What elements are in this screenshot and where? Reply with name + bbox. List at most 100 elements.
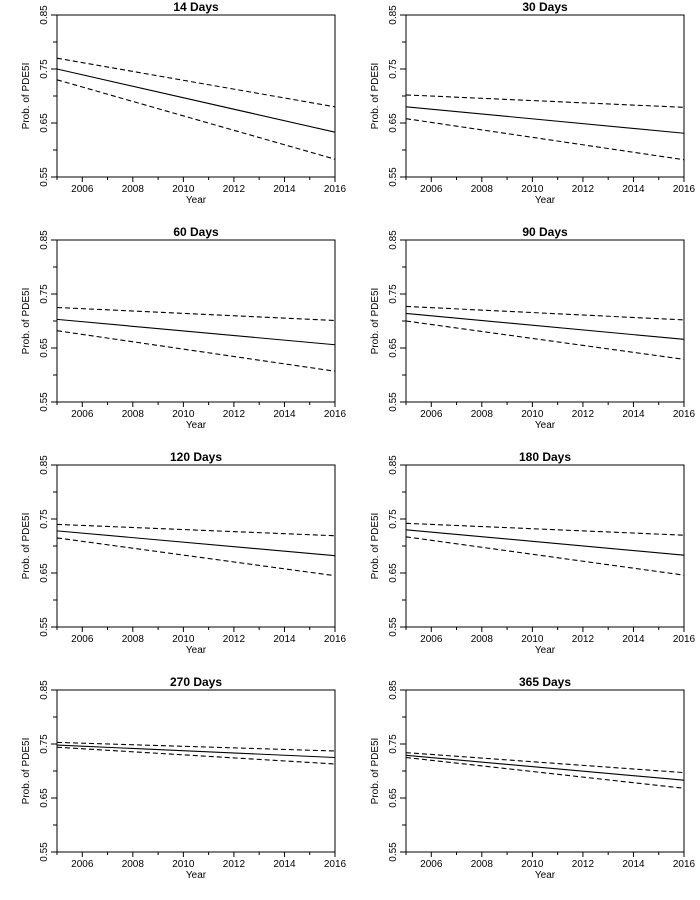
upper-ci-line bbox=[405, 752, 685, 774]
plot-frame bbox=[56, 464, 336, 628]
x-tick-label: 2014 bbox=[273, 859, 296, 870]
chart-title: 60 Days bbox=[173, 225, 219, 239]
y-tick-label: 0.75 bbox=[39, 59, 50, 79]
x-tick-label: 2010 bbox=[521, 184, 544, 195]
y-tick-label: 0.65 bbox=[39, 563, 50, 583]
x-tick-label: 2008 bbox=[471, 634, 494, 645]
chart-panel: 180 Days 2006 2008 2010 2012 2014 2016 0.55 0.65… bbox=[370, 450, 696, 656]
x-tick-label: 2008 bbox=[122, 184, 145, 195]
lower-ci-line bbox=[405, 320, 685, 360]
x-axis-label: Year bbox=[186, 420, 207, 431]
x-axis-label: Year bbox=[186, 645, 207, 656]
y-tick-label: 0.65 bbox=[388, 563, 399, 583]
x-tick-label: 2016 bbox=[324, 184, 347, 195]
y-tick-label: 0.55 bbox=[388, 167, 399, 187]
x-tick-label: 2012 bbox=[223, 859, 246, 870]
y-tick-label: 0.55 bbox=[39, 167, 50, 187]
x-tick-label: 2010 bbox=[521, 859, 544, 870]
upper-ci-line bbox=[405, 522, 685, 536]
chart-panel: 270 Days 2006 2008 2010 2012 2014 2016 0.55 0.65… bbox=[21, 675, 347, 881]
estimate-line bbox=[405, 106, 685, 134]
y-axis-label: Prob. of PDE5I bbox=[370, 288, 381, 355]
y-tick-label: 0.75 bbox=[39, 509, 50, 529]
chart-title: 180 Days bbox=[519, 450, 571, 464]
y-tick-label: 0.75 bbox=[388, 284, 399, 304]
y-tick-label: 0.85 bbox=[388, 5, 399, 25]
x-tick-label: 2008 bbox=[122, 409, 145, 420]
chart-title: 120 Days bbox=[170, 450, 222, 464]
lower-ci-line bbox=[405, 536, 685, 576]
chart-panel: 365 Days 2006 2008 2010 2012 2014 2016 0.55 0.65… bbox=[370, 675, 696, 881]
y-tick-label: 0.85 bbox=[39, 455, 50, 475]
x-tick-label: 2012 bbox=[572, 184, 595, 195]
y-tick-label: 0.85 bbox=[388, 680, 399, 700]
y-tick-label: 0.85 bbox=[388, 455, 399, 475]
y-tick-label: 0.65 bbox=[39, 788, 50, 808]
x-tick-label: 2012 bbox=[223, 184, 246, 195]
chart-title: 14 Days bbox=[173, 0, 219, 14]
x-tick-label: 2012 bbox=[223, 409, 246, 420]
x-tick-label: 2010 bbox=[172, 409, 195, 420]
x-tick-label: 2012 bbox=[572, 634, 595, 645]
x-tick-label: 2016 bbox=[673, 859, 696, 870]
x-tick-label: 2008 bbox=[471, 409, 494, 420]
x-tick-label: 2008 bbox=[122, 859, 145, 870]
y-tick-label: 0.85 bbox=[39, 230, 50, 250]
chart-panel: 120 Days 2006 2008 2010 2012 2014 2016 0.55 0.65… bbox=[21, 450, 347, 656]
x-axis-label: Year bbox=[186, 195, 207, 206]
chart-panel: 30 Days 2006 2008 2010 2012 2014 2016 0.55 0.65 0… bbox=[370, 0, 696, 206]
estimate-line bbox=[56, 68, 336, 133]
y-tick-label: 0.55 bbox=[388, 842, 399, 862]
chart-panel: 14 Days 2006 2008 2010 2012 2014 2016 0.55 0.65 0… bbox=[21, 0, 347, 206]
plot-frame bbox=[405, 464, 685, 628]
plot-frame bbox=[56, 239, 336, 403]
x-axis-label: Year bbox=[186, 870, 207, 881]
x-tick-label: 2006 bbox=[71, 859, 94, 870]
x-tick-label: 2010 bbox=[521, 409, 544, 420]
y-tick-label: 0.85 bbox=[39, 5, 50, 25]
x-tick-label: 2016 bbox=[673, 409, 696, 420]
x-tick-label: 2014 bbox=[273, 409, 296, 420]
x-tick-label: 2010 bbox=[521, 634, 544, 645]
plot-frame bbox=[56, 689, 336, 853]
upper-ci-line bbox=[56, 306, 336, 322]
y-axis-label: Prob. of PDE5I bbox=[370, 63, 381, 130]
y-tick-label: 0.65 bbox=[39, 338, 50, 358]
x-tick-label: 2010 bbox=[172, 859, 195, 870]
x-tick-label: 2006 bbox=[420, 859, 443, 870]
upper-ci-line bbox=[56, 741, 336, 752]
y-tick-label: 0.55 bbox=[388, 617, 399, 637]
y-tick-label: 0.75 bbox=[388, 59, 399, 79]
y-tick-label: 0.65 bbox=[388, 113, 399, 133]
estimate-line bbox=[56, 530, 336, 557]
estimate-line bbox=[405, 754, 685, 781]
lower-ci-line bbox=[405, 756, 685, 789]
x-tick-label: 2012 bbox=[572, 859, 595, 870]
x-tick-label: 2008 bbox=[471, 184, 494, 195]
estimate-line bbox=[405, 312, 685, 340]
chart-panel: 90 Days 2006 2008 2010 2012 2014 2016 0.55 0.65 0… bbox=[370, 225, 696, 431]
x-tick-label: 2006 bbox=[71, 409, 94, 420]
lower-ci-line bbox=[56, 330, 336, 372]
x-tick-label: 2006 bbox=[420, 634, 443, 645]
y-tick-label: 0.55 bbox=[39, 842, 50, 862]
x-tick-label: 2008 bbox=[122, 634, 145, 645]
y-axis-label: Prob. of PDE5I bbox=[21, 63, 32, 130]
chart-title: 270 Days bbox=[170, 675, 222, 689]
chart-title: 30 Days bbox=[522, 0, 568, 14]
y-tick-label: 0.65 bbox=[388, 338, 399, 358]
x-tick-label: 2016 bbox=[324, 409, 347, 420]
x-tick-label: 2012 bbox=[572, 409, 595, 420]
x-tick-label: 2016 bbox=[673, 634, 696, 645]
x-axis-label: Year bbox=[535, 645, 556, 656]
lower-ci-line bbox=[56, 537, 336, 577]
x-axis-label: Year bbox=[535, 195, 556, 206]
y-tick-label: 0.85 bbox=[39, 680, 50, 700]
x-tick-label: 2014 bbox=[622, 409, 645, 420]
x-tick-label: 2016 bbox=[324, 634, 347, 645]
x-tick-label: 2006 bbox=[71, 634, 94, 645]
y-tick-label: 0.75 bbox=[388, 734, 399, 754]
x-axis-label: Year bbox=[535, 420, 556, 431]
y-tick-label: 0.85 bbox=[388, 230, 399, 250]
y-axis-label: Prob. of PDE5I bbox=[21, 288, 32, 355]
